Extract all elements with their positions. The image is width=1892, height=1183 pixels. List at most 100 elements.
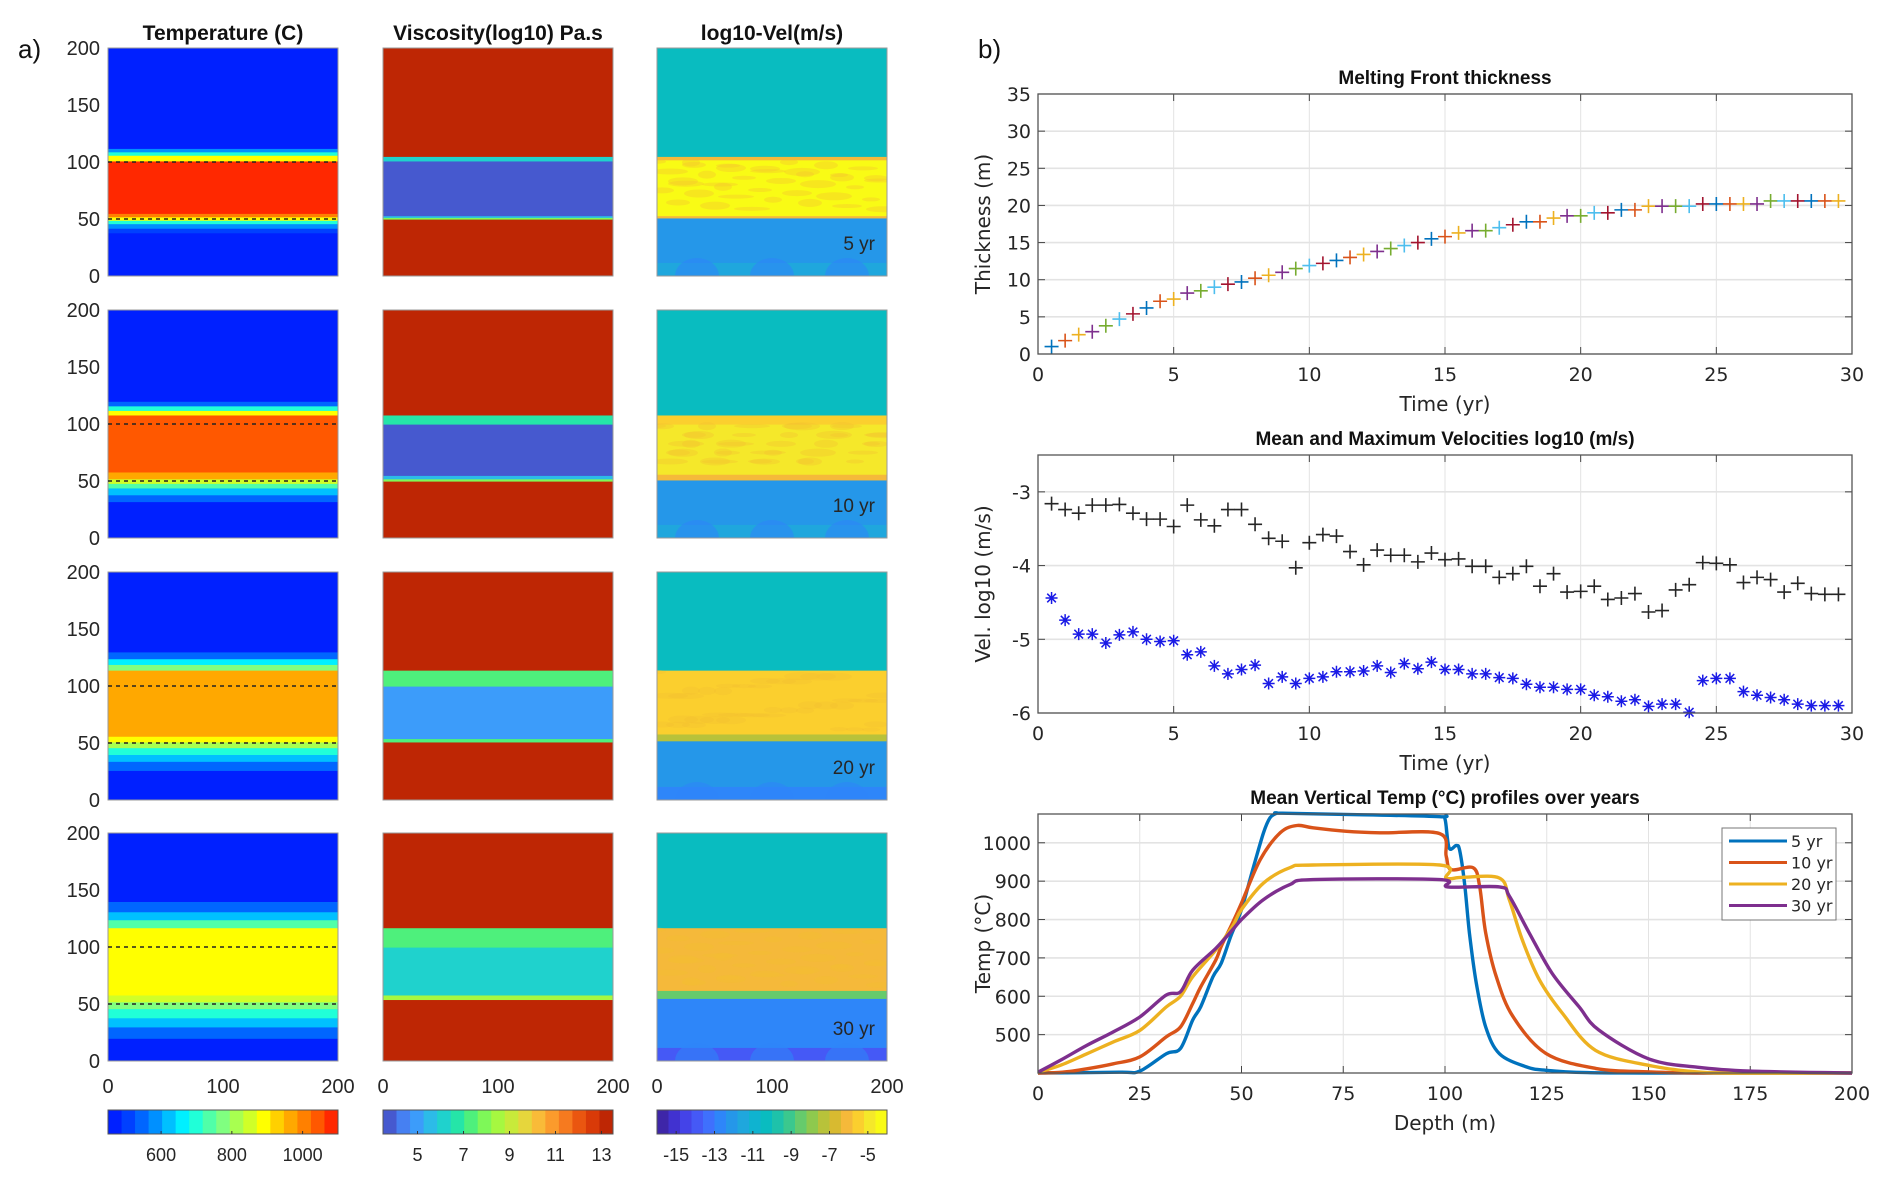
velocity-texture bbox=[748, 684, 772, 689]
max-velocity-point bbox=[1573, 584, 1588, 599]
heatmap-band bbox=[108, 994, 338, 1003]
velocity-texture bbox=[718, 941, 754, 946]
colorbar-swatch bbox=[714, 1110, 727, 1134]
heatmap-band bbox=[657, 156, 887, 161]
heatmap-band bbox=[383, 833, 613, 929]
velocity-texture bbox=[716, 450, 740, 455]
thickness-point bbox=[1790, 193, 1805, 208]
velocity-texture bbox=[800, 180, 836, 189]
chart-title: Mean and Maximum Velocities log10 (m/s) bbox=[1255, 429, 1634, 450]
panel-b-label: b) bbox=[978, 34, 1001, 64]
velocity-texture bbox=[796, 707, 814, 714]
thickness-point bbox=[1831, 193, 1846, 208]
mean-velocity-point bbox=[1778, 693, 1791, 706]
velocity-texture bbox=[750, 450, 786, 455]
heatmap-band bbox=[108, 48, 338, 149]
profile-line-30yr bbox=[1038, 877, 1852, 1075]
thickness-point bbox=[1112, 312, 1127, 327]
thickness-point bbox=[1397, 238, 1412, 253]
velocity-texture bbox=[830, 727, 848, 732]
velocity-texture bbox=[816, 192, 852, 201]
mean-velocity-point bbox=[1506, 672, 1519, 685]
max-velocity-point bbox=[1790, 576, 1805, 591]
heatmap-band bbox=[383, 741, 613, 800]
panel-a-heatmaps: Temperature (C) Viscosity(log10) Pa.s log1… bbox=[67, 22, 904, 1165]
heatmap-band bbox=[383, 686, 613, 740]
legend: 5 yr 10 yr 20 yr 30 yr bbox=[1721, 827, 1837, 921]
thickness-point bbox=[1777, 193, 1792, 208]
velocity-texture bbox=[700, 930, 730, 939]
max-velocity-point bbox=[1139, 512, 1154, 527]
colorbar-swatch bbox=[558, 1110, 573, 1134]
max-velocity-point bbox=[1465, 559, 1480, 574]
thickness-point bbox=[1560, 208, 1575, 223]
velocity-texture bbox=[780, 980, 798, 987]
panel-a-label: a) bbox=[18, 34, 41, 64]
velocity-texture bbox=[732, 433, 756, 437]
heatmap-band bbox=[108, 410, 338, 416]
max-velocity-point bbox=[1058, 502, 1073, 517]
velocity-texture bbox=[764, 936, 782, 943]
y-tick-label: 0 bbox=[1019, 344, 1031, 366]
y-tick-label: 100 bbox=[67, 414, 100, 436]
velocity-texture bbox=[716, 975, 740, 980]
colorbar-swatch bbox=[450, 1110, 465, 1134]
colorbar-temperature: 600 800 1000 bbox=[107, 1109, 339, 1165]
heatmap-band bbox=[108, 741, 338, 749]
mean-velocity-point bbox=[1439, 663, 1451, 676]
velocity-blob bbox=[825, 1043, 869, 1061]
colorbar-swatch bbox=[464, 1110, 479, 1134]
thickness-point bbox=[1288, 261, 1303, 276]
x-tick-label: 100 bbox=[481, 1076, 514, 1098]
velocity-texture bbox=[800, 672, 836, 681]
heatmap-band bbox=[108, 670, 338, 737]
velocity-texture bbox=[864, 440, 887, 447]
thickness-point bbox=[1573, 208, 1588, 223]
velocity-texture bbox=[814, 439, 838, 448]
max-velocity-point bbox=[1343, 544, 1358, 559]
max-velocity-point bbox=[1655, 603, 1670, 618]
column-title: log10-Vel(m/s) bbox=[701, 22, 843, 45]
velocity-texture bbox=[682, 686, 700, 695]
heatmap-band bbox=[108, 310, 338, 402]
x-tick-label: 25 bbox=[1128, 1083, 1152, 1105]
heatmap-viscosity bbox=[382, 309, 614, 539]
colorbar-swatch bbox=[383, 1110, 398, 1134]
mean-velocity-point bbox=[1520, 678, 1533, 691]
velocity-texture bbox=[866, 982, 887, 989]
heatmap-band bbox=[108, 223, 338, 229]
y-tick-label: -4 bbox=[1012, 556, 1031, 578]
x-tick-label: 100 bbox=[1427, 1083, 1463, 1105]
velocity-texture bbox=[716, 439, 746, 448]
max-velocity-point bbox=[1071, 506, 1086, 521]
heatmap-frame bbox=[656, 571, 888, 801]
mean-velocity-point bbox=[1818, 699, 1831, 712]
heatmap-velocity: 5 yr bbox=[656, 47, 888, 277]
colorbar-swatch bbox=[657, 1110, 669, 1134]
mean-velocity-point bbox=[1615, 695, 1628, 708]
heatmap-frame bbox=[656, 309, 888, 539]
colorbar-swatch bbox=[162, 1110, 177, 1134]
velocity-texture bbox=[750, 458, 780, 465]
y-tick-label: 700 bbox=[995, 948, 1031, 970]
velocity-texture bbox=[782, 678, 812, 685]
colorbar-swatch bbox=[772, 1110, 784, 1134]
thickness-point bbox=[1410, 235, 1425, 250]
colorbar-tick-label: -15 bbox=[663, 1145, 689, 1165]
velocity-texture bbox=[816, 672, 852, 681]
profile-line-10yr bbox=[1038, 823, 1852, 1075]
velocity-texture bbox=[800, 448, 836, 457]
heatmap-band bbox=[383, 217, 613, 220]
colorbar-swatch bbox=[599, 1110, 614, 1134]
heatmap-frame bbox=[382, 47, 614, 277]
mean-velocity-point bbox=[1344, 665, 1357, 678]
heatmap-band bbox=[657, 414, 887, 425]
thickness-point bbox=[1492, 220, 1507, 235]
thickness-point bbox=[1098, 318, 1113, 333]
colorbar-swatch bbox=[806, 1110, 819, 1134]
y-tick-label: -5 bbox=[1012, 629, 1031, 651]
heatmap-viscosity bbox=[382, 47, 614, 277]
x-tick-label: 0 bbox=[1032, 723, 1044, 745]
heatmap-band bbox=[108, 658, 338, 665]
heatmap-band bbox=[383, 310, 613, 416]
